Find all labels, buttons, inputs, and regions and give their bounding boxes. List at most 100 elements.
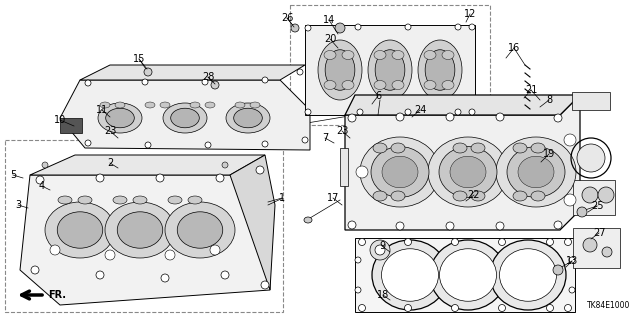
Ellipse shape xyxy=(342,50,354,60)
Text: 8: 8 xyxy=(546,95,552,105)
Circle shape xyxy=(396,113,404,121)
Text: 10: 10 xyxy=(54,115,66,125)
Circle shape xyxy=(261,281,269,289)
Text: 15: 15 xyxy=(133,54,145,64)
Text: 16: 16 xyxy=(508,43,520,53)
Circle shape xyxy=(42,162,48,168)
Circle shape xyxy=(577,207,587,217)
Circle shape xyxy=(564,239,572,246)
Ellipse shape xyxy=(518,156,554,188)
Ellipse shape xyxy=(250,102,260,108)
Ellipse shape xyxy=(113,196,127,204)
Text: 14: 14 xyxy=(323,15,335,25)
Ellipse shape xyxy=(171,108,199,128)
Circle shape xyxy=(405,109,411,115)
Ellipse shape xyxy=(442,80,454,90)
Circle shape xyxy=(554,221,562,229)
Text: 23: 23 xyxy=(336,126,348,136)
Circle shape xyxy=(262,141,268,147)
Polygon shape xyxy=(60,80,310,150)
Ellipse shape xyxy=(163,103,207,133)
Ellipse shape xyxy=(160,102,170,108)
Text: 24: 24 xyxy=(414,105,426,115)
Polygon shape xyxy=(30,155,265,175)
Polygon shape xyxy=(80,65,305,80)
Circle shape xyxy=(302,137,308,143)
Ellipse shape xyxy=(471,143,485,153)
Bar xyxy=(290,5,490,125)
Text: 19: 19 xyxy=(543,149,555,159)
Circle shape xyxy=(305,25,311,31)
Circle shape xyxy=(291,24,299,32)
Ellipse shape xyxy=(145,102,155,108)
Bar xyxy=(340,148,348,186)
Circle shape xyxy=(205,142,211,148)
Circle shape xyxy=(358,305,365,311)
Ellipse shape xyxy=(106,108,134,128)
Ellipse shape xyxy=(375,50,405,90)
Circle shape xyxy=(404,305,412,311)
Ellipse shape xyxy=(374,80,386,90)
Ellipse shape xyxy=(496,137,576,207)
Text: 25: 25 xyxy=(591,201,604,211)
Circle shape xyxy=(564,305,572,311)
Bar xyxy=(60,118,82,133)
Polygon shape xyxy=(345,95,580,230)
Circle shape xyxy=(142,79,148,85)
Ellipse shape xyxy=(513,191,527,201)
Circle shape xyxy=(145,142,151,148)
Circle shape xyxy=(355,287,361,293)
Text: 6: 6 xyxy=(375,91,381,101)
Ellipse shape xyxy=(381,249,438,301)
Circle shape xyxy=(547,239,554,246)
Ellipse shape xyxy=(115,102,125,108)
Ellipse shape xyxy=(507,147,565,197)
Polygon shape xyxy=(355,238,575,312)
Circle shape xyxy=(210,245,220,255)
Circle shape xyxy=(451,305,458,311)
Ellipse shape xyxy=(373,143,387,153)
Circle shape xyxy=(221,271,229,279)
Ellipse shape xyxy=(453,191,467,201)
Ellipse shape xyxy=(531,143,545,153)
Circle shape xyxy=(547,305,554,311)
Circle shape xyxy=(496,222,504,230)
Ellipse shape xyxy=(57,212,103,248)
Ellipse shape xyxy=(318,40,362,100)
Circle shape xyxy=(469,109,475,115)
Circle shape xyxy=(355,24,361,30)
Bar xyxy=(5,140,283,312)
Circle shape xyxy=(370,240,390,260)
Ellipse shape xyxy=(165,202,235,258)
Text: 4: 4 xyxy=(39,181,45,191)
Text: 11: 11 xyxy=(96,105,108,115)
Circle shape xyxy=(165,250,175,260)
Ellipse shape xyxy=(374,50,386,60)
Ellipse shape xyxy=(368,40,412,100)
Circle shape xyxy=(262,77,268,83)
Ellipse shape xyxy=(58,196,72,204)
Circle shape xyxy=(451,239,458,246)
Circle shape xyxy=(161,274,169,282)
Ellipse shape xyxy=(513,143,527,153)
Text: TK84E1000: TK84E1000 xyxy=(587,301,630,310)
Circle shape xyxy=(554,114,562,122)
Circle shape xyxy=(455,24,461,30)
Ellipse shape xyxy=(424,80,436,90)
Circle shape xyxy=(356,166,368,178)
Text: 3: 3 xyxy=(15,200,21,210)
Circle shape xyxy=(598,187,614,203)
Circle shape xyxy=(358,239,365,246)
Ellipse shape xyxy=(392,50,404,60)
Circle shape xyxy=(582,187,598,203)
Circle shape xyxy=(357,109,363,115)
Circle shape xyxy=(216,174,224,182)
Circle shape xyxy=(144,68,152,76)
Circle shape xyxy=(355,257,361,263)
Circle shape xyxy=(222,162,228,168)
Circle shape xyxy=(36,176,44,184)
Ellipse shape xyxy=(430,240,506,310)
Circle shape xyxy=(564,194,576,206)
Circle shape xyxy=(96,174,104,182)
Circle shape xyxy=(85,140,91,146)
